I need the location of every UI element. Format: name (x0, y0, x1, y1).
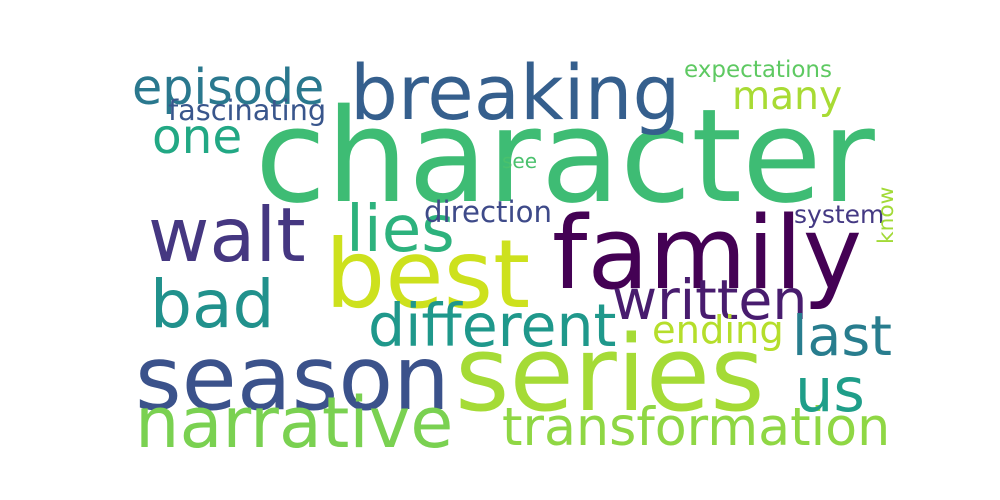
word-see: see (502, 149, 538, 173)
word-expectations: expectations (684, 56, 833, 83)
word-fascinating: fascinating (168, 92, 327, 127)
word-different: different (368, 291, 617, 360)
word-bad: bad (150, 266, 275, 343)
word-written: written (612, 268, 808, 333)
word-series: series (455, 312, 765, 435)
word-breaking: breaking (350, 48, 681, 137)
word-family: family (552, 195, 863, 312)
word-last: last (792, 304, 892, 369)
word-lies: lies (346, 192, 455, 267)
word-one: one (152, 108, 243, 165)
word-season: season (135, 327, 450, 431)
word-narrative: narrative (135, 382, 454, 464)
word-episode: episode (132, 57, 325, 116)
word-walt: walt (148, 190, 306, 279)
word-know: know (874, 186, 899, 244)
word-direction: direction (424, 194, 552, 229)
word-us: us (795, 355, 865, 426)
word-best: best (325, 219, 531, 330)
word-character: character (255, 80, 875, 232)
word-system: system (794, 199, 885, 229)
word-transformation: transformation (502, 397, 891, 458)
word-many: many (732, 73, 843, 119)
word-ending: ending (652, 308, 784, 353)
